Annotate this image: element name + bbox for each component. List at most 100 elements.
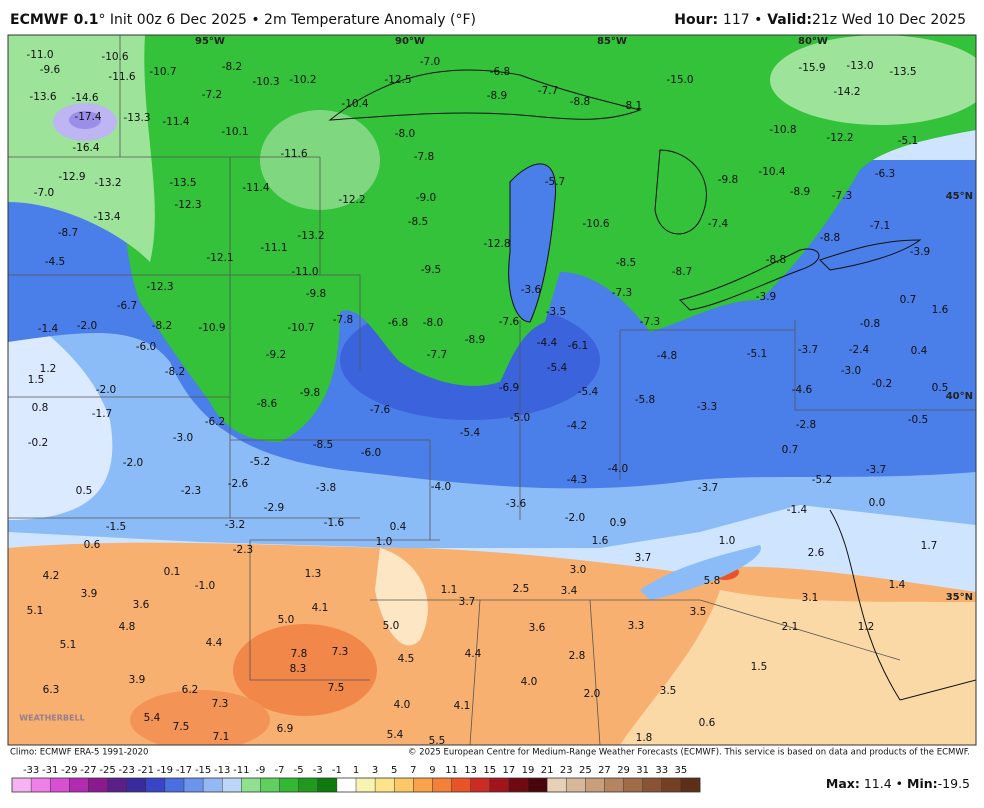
station-value: -7.1: [870, 220, 891, 232]
station-value: -8.6: [257, 398, 278, 410]
station-value: 3.3: [628, 620, 645, 632]
station-value: -5.4: [547, 362, 568, 374]
header-valid: Hour: 117 • Valid:21z Wed 10 Dec 2025: [674, 12, 966, 28]
station-value: 0.4: [911, 345, 928, 357]
station-value: -6.3: [875, 168, 896, 180]
station-value: -7.2: [202, 89, 223, 101]
station-value: 1.8: [636, 732, 653, 744]
station-value: 3.6: [133, 599, 150, 611]
header-title: ECMWF 0.1° Init 00z 6 Dec 2025 • 2m Temp…: [10, 12, 476, 28]
station-value: -8.7: [58, 227, 79, 239]
station-value: 4.0: [521, 676, 538, 688]
station-value: -6.8: [388, 317, 409, 329]
station-value: -2.0: [123, 457, 144, 469]
colorbar-tick-label: -13: [214, 765, 230, 776]
colorbar-tick-label: -15: [195, 765, 211, 776]
colorbar-tick-label: -1: [332, 765, 342, 776]
colorbar-tick-label: -17: [176, 765, 192, 776]
station-value: -12.8: [483, 238, 510, 250]
colorbar-swatch: [642, 778, 663, 792]
station-value: -1.0: [195, 580, 216, 592]
station-value: -0.8: [860, 318, 881, 330]
station-value: 0.0: [869, 497, 886, 509]
station-value: 4.1: [454, 700, 471, 712]
station-value: -7.6: [499, 316, 520, 328]
station-value: -1.6: [324, 517, 345, 529]
map-field: [8, 35, 976, 745]
colorbar-tick-label: -7: [275, 765, 285, 776]
colorbar-swatch: [680, 778, 701, 792]
station-value: -8.2: [165, 366, 186, 378]
station-value: -12.1: [206, 252, 233, 264]
field-near-zero: [8, 300, 113, 520]
station-value: 1.6: [592, 535, 609, 547]
station-value: 2.1: [782, 621, 799, 633]
colorbar-tick-label: 7: [410, 765, 416, 776]
colorbar-swatch: [432, 778, 452, 792]
colorbar-tick-label: 1: [353, 765, 359, 776]
station-value: -13.2: [94, 177, 121, 189]
colorbar-swatch: [31, 778, 51, 792]
hour: 117 •: [723, 12, 762, 28]
station-value: -5.4: [578, 386, 599, 398]
separator: •: [896, 776, 903, 791]
station-value: 0.5: [932, 382, 949, 394]
station-value: -10.7: [149, 66, 176, 78]
field-light-green: [770, 35, 976, 125]
station-value: -5.1: [898, 135, 919, 147]
station-value: -12.5: [384, 74, 411, 86]
station-value: 3.0: [570, 564, 587, 576]
station-value: -2.0: [565, 512, 586, 524]
model: ECMWF 0.1: [10, 12, 98, 28]
station-value: 1.2: [40, 363, 57, 375]
station-value: -6.0: [136, 341, 157, 353]
station-value: 4.8: [119, 621, 136, 633]
station-value: -3.0: [173, 432, 194, 444]
colorbar-swatch: [145, 778, 166, 792]
station-value: -4.3: [567, 474, 588, 486]
station-value: -9.8: [718, 174, 739, 186]
station-value: -2.0: [77, 320, 98, 332]
station-value: -4.5: [45, 256, 66, 268]
station-value: 1.0: [376, 536, 393, 548]
station-value: -3.6: [506, 498, 527, 510]
station-value: -3.9: [910, 246, 931, 258]
station-value: 5.5: [429, 735, 446, 747]
min-value: -19.5: [938, 776, 970, 791]
colorbar-tick-label: 21: [541, 765, 554, 776]
longitude-label: 85°W: [597, 36, 627, 47]
station-value: -3.7: [866, 464, 887, 476]
station-value: 3.5: [660, 685, 677, 697]
station-value: -2.6: [228, 478, 249, 490]
station-value: 4.0: [394, 699, 411, 711]
station-value: 5.0: [383, 620, 400, 632]
station-value: -0.2: [28, 437, 49, 449]
station-value: -11.1: [260, 242, 287, 254]
station-value: -4.4: [537, 337, 558, 349]
station-value: -13.5: [889, 66, 916, 78]
station-value: 5.4: [387, 729, 404, 741]
station-value: 1.5: [751, 661, 768, 673]
longitude-label: 95°W: [195, 36, 225, 47]
colorbar-swatch: [336, 778, 357, 792]
station-value: -11.0: [291, 266, 318, 278]
station-value: -12.3: [174, 199, 201, 211]
station-value: -7.8: [333, 314, 354, 326]
station-value: 2.0: [584, 688, 601, 700]
station-value: -2.8: [796, 419, 817, 431]
colorbar-tick-label: -5: [294, 765, 304, 776]
valid-label: Valid:: [767, 12, 812, 28]
station-value: -11.6: [280, 148, 307, 160]
colorbar-tick-label: -27: [80, 765, 96, 776]
max-value: 11.4: [864, 776, 892, 791]
field-deep-orange: [233, 624, 377, 716]
station-value: 0.8: [32, 402, 49, 414]
station-value: -1.5: [106, 521, 127, 533]
valid-time: 21z Wed 10 Dec 2025: [812, 12, 966, 28]
station-value: 2.6: [808, 547, 825, 559]
station-value: 4.4: [206, 637, 223, 649]
station-value: -4.0: [608, 463, 629, 475]
station-value: -10.4: [341, 98, 368, 110]
